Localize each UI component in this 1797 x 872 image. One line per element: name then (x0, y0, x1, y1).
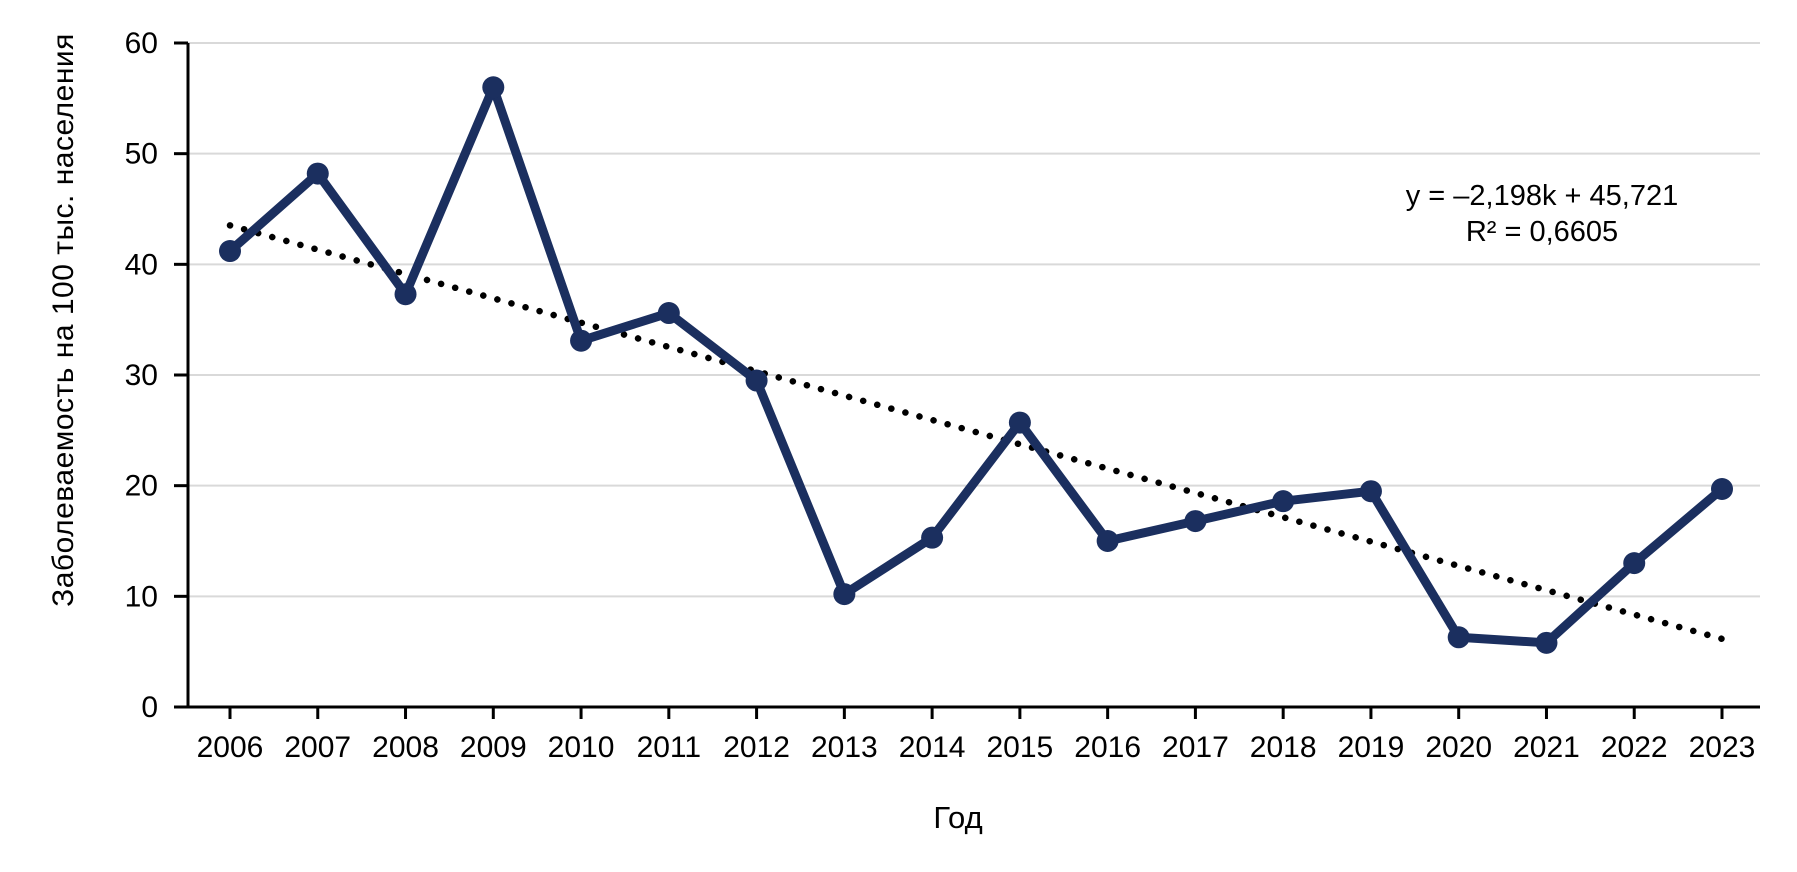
trendline-annotation: y = –2,198k + 45,721 R² = 0,6605 (1372, 178, 1712, 250)
data-point-2023 (1711, 477, 1733, 500)
y-tick-label-30: 30 (125, 359, 158, 392)
data-point-2012 (745, 369, 768, 392)
y-tick-label-40: 40 (125, 248, 158, 281)
y-tick-label-10: 10 (125, 580, 158, 613)
x-tick-label-2010: 2010 (548, 731, 615, 764)
data-point-2015 (1008, 411, 1031, 434)
y-tick-label-0: 0 (141, 691, 158, 724)
data-point-2009 (482, 76, 505, 99)
data-point-2010 (570, 329, 593, 352)
data-point-2006 (219, 240, 241, 263)
x-tick-label-2022: 2022 (1601, 731, 1668, 764)
x-tick-label-2008: 2008 (372, 731, 439, 764)
y-tick-label-60: 60 (125, 27, 158, 60)
x-tick-label-2013: 2013 (811, 731, 878, 764)
x-tick-label-2016: 2016 (1074, 731, 1141, 764)
trendline (226, 222, 1726, 643)
data-point-2018 (1272, 490, 1295, 513)
x-tick-label-2017: 2017 (1162, 731, 1229, 764)
data-point-2022 (1623, 552, 1646, 575)
data-point-2017 (1184, 510, 1207, 533)
r-squared-label: R² = 0,6605 (1465, 216, 1619, 248)
series-line (225, 82, 1727, 648)
x-tick-label-2009: 2009 (460, 731, 527, 764)
data-point-2007 (306, 162, 329, 185)
data-point-2019 (1359, 480, 1382, 503)
x-tick-label-2006: 2006 (197, 731, 264, 764)
data-point-2011 (657, 302, 680, 325)
y-tick-label-50: 50 (125, 138, 158, 171)
x-tick-label-2015: 2015 (987, 731, 1054, 764)
x-tick-label-2019: 2019 (1338, 731, 1405, 764)
x-tick-label-2011: 2011 (637, 731, 702, 764)
data-point-2020 (1447, 626, 1470, 649)
data-point-2013 (833, 583, 856, 606)
data-point-2016 (1096, 530, 1119, 552)
x-tick-label-2018: 2018 (1250, 731, 1317, 764)
x-axis-title: Год (933, 800, 983, 835)
data-point-2014 (921, 526, 944, 549)
data-point-2021 (1535, 631, 1558, 654)
x-tick-label-2007: 2007 (284, 731, 351, 764)
y-tick-label-20: 20 (125, 470, 158, 503)
x-tick-label-2014: 2014 (899, 731, 966, 764)
x-tick-label-2023: 2023 (1689, 731, 1756, 764)
data-point-2008 (394, 283, 417, 306)
x-tick-label-2012: 2012 (723, 731, 790, 764)
x-tick-label-2020: 2020 (1425, 731, 1492, 764)
x-tick-label-2021: 2021 (1513, 731, 1580, 764)
trendline-equation: y = –2,198k + 45,721 (1405, 180, 1679, 212)
